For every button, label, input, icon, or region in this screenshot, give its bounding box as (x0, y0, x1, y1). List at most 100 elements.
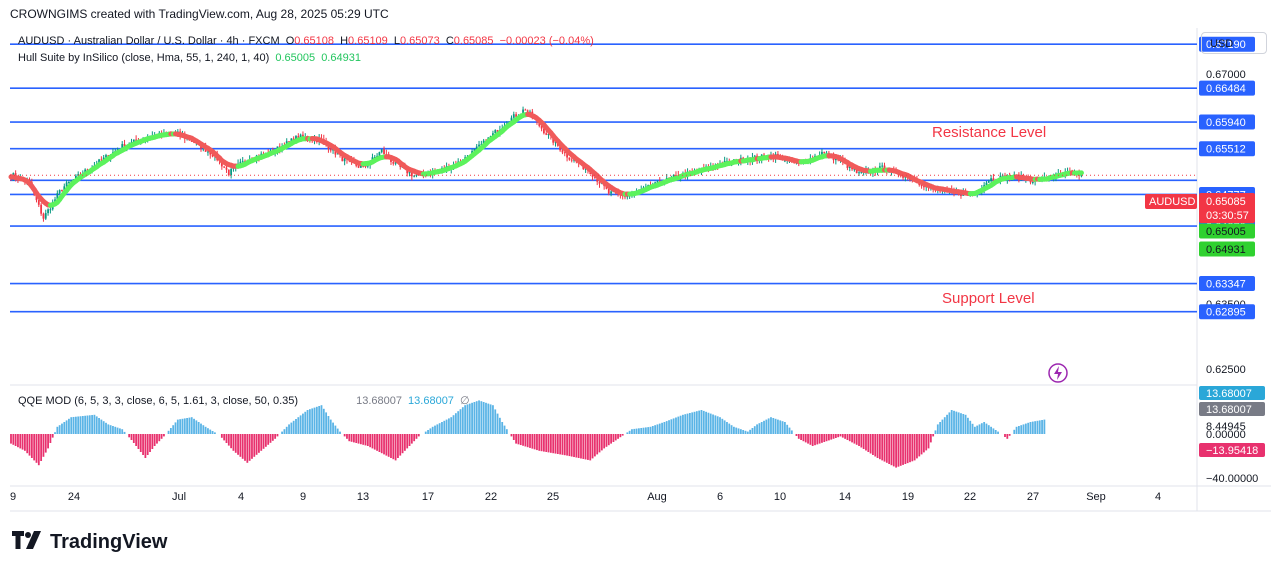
qqe-bar-down (584, 434, 587, 460)
qqe-bar-down (163, 434, 165, 437)
qqe-bar-down (241, 434, 244, 459)
qqe-bar-up (763, 420, 765, 434)
qqe-bar-up (209, 429, 212, 434)
qqe-bar-up (777, 419, 779, 434)
candle-body (207, 151, 209, 153)
qqe-bar-up (642, 427, 645, 434)
qqe-bar-up (336, 428, 339, 434)
candle-body (985, 182, 988, 186)
tradingview-logo[interactable]: TradingView (12, 529, 167, 555)
qqe-bar-down (531, 434, 534, 449)
qqe-bar-up (468, 403, 471, 434)
qqe-bar-up (730, 425, 733, 434)
qqe-bar-down (582, 434, 585, 459)
x-tick-label: 4 (1155, 491, 1161, 503)
x-tick-label: 4 (238, 491, 244, 503)
x-tick-label: 17 (422, 491, 434, 503)
candle-body (121, 144, 124, 150)
qqe-bar-down (883, 434, 886, 462)
symbol-tag-label: AUDUSD (1149, 196, 1196, 208)
qqe-bar-down (797, 434, 800, 439)
currency-button[interactable]: USD (1201, 32, 1267, 54)
qqe-bar-down (872, 434, 874, 455)
qqe-bar-up (941, 419, 944, 434)
qqe-bar-down (853, 434, 856, 444)
qqe-bar-down (49, 434, 52, 443)
level-price-label-bg (1199, 141, 1255, 157)
qqe-bar-up (781, 421, 784, 434)
qqe-bar-down (399, 434, 402, 456)
qqe-bar-down (271, 434, 274, 441)
qqe-bar-down (44, 434, 47, 453)
qqe-bar-down (392, 434, 395, 460)
qqe-bar-down (526, 434, 529, 448)
candle-body (40, 204, 43, 214)
qqe-bar-down (554, 434, 557, 454)
qqe-bar-up (299, 415, 302, 434)
qqe-bar-down (800, 434, 802, 440)
high-label: H (340, 35, 349, 47)
qqe-bar-up (81, 416, 84, 434)
qqe-bar-down (12, 434, 15, 445)
qqe-bar-up (1015, 426, 1018, 434)
qqe-bar-up (445, 419, 448, 434)
support-level-annotation: Support Level (942, 290, 1035, 307)
qqe-bar-up (179, 419, 182, 434)
qqe-bar-up (635, 428, 638, 434)
qqe-bar-down (348, 434, 351, 442)
qqe-bar-up (496, 413, 499, 434)
qqe-bar-up (640, 428, 643, 434)
qqe-bar-down (552, 434, 555, 454)
qqe-bar-up (183, 418, 186, 434)
qqe-bar-down (269, 434, 272, 443)
qqe-bar-down (255, 434, 258, 455)
qqe-bar-down (920, 434, 923, 455)
qqe-bar-up (105, 422, 107, 434)
qqe-bar-up (700, 410, 703, 434)
qqe-bar-down (895, 434, 897, 468)
qqe-bar-up (434, 425, 436, 434)
qqe-bar-up (728, 423, 731, 434)
qqe-bar-down (380, 434, 383, 454)
qqe-bar-up (213, 432, 216, 434)
qqe-bar-up (288, 424, 290, 434)
qqe-bar-up (118, 428, 121, 434)
qqe-bar-down (547, 434, 550, 453)
qqe-bar-up (174, 422, 177, 434)
qqe-bar-down (232, 434, 235, 451)
candle-body (290, 138, 293, 142)
qqe-bar-up (751, 428, 754, 434)
symbol-legend: AUDUSD · Australian Dollar / U.S. Dollar… (18, 35, 597, 47)
qqe-bar-up (466, 404, 469, 434)
qqe-bar-down (918, 434, 921, 457)
qqe-bar-up (971, 423, 974, 434)
qqe-bar-down (916, 434, 918, 459)
qqe-bar-up (98, 418, 100, 434)
qqe-bar-down (865, 434, 867, 451)
level-price-label: 0.67190 (1206, 39, 1246, 51)
qqe-bar-up (955, 411, 958, 434)
candle-body (860, 172, 863, 174)
qqe-bar-up (733, 426, 735, 434)
qqe-bar-up (983, 422, 986, 434)
candle-body (524, 109, 527, 111)
x-tick-label: 19 (902, 491, 914, 503)
qqe-bar-down (251, 434, 253, 459)
qqe-bar-up (990, 426, 992, 434)
candle-body (783, 160, 786, 162)
qqe-bar-down (153, 434, 156, 446)
x-tick-label: 22 (964, 491, 976, 503)
qqe-bar-down (151, 434, 154, 449)
candle-body (987, 181, 990, 183)
qqe-bar-down (394, 434, 397, 461)
candle-body (102, 157, 105, 161)
candle-body (1031, 181, 1034, 183)
qqe-bar-up (436, 424, 439, 434)
qqe-bar-down (862, 434, 865, 449)
qqe-bar-down (927, 434, 930, 449)
x-tick-label: Sep (1086, 491, 1106, 503)
qqe-bar-down (913, 434, 916, 461)
qqe-bar-down (832, 434, 835, 439)
qqe-bar-down (570, 434, 573, 457)
